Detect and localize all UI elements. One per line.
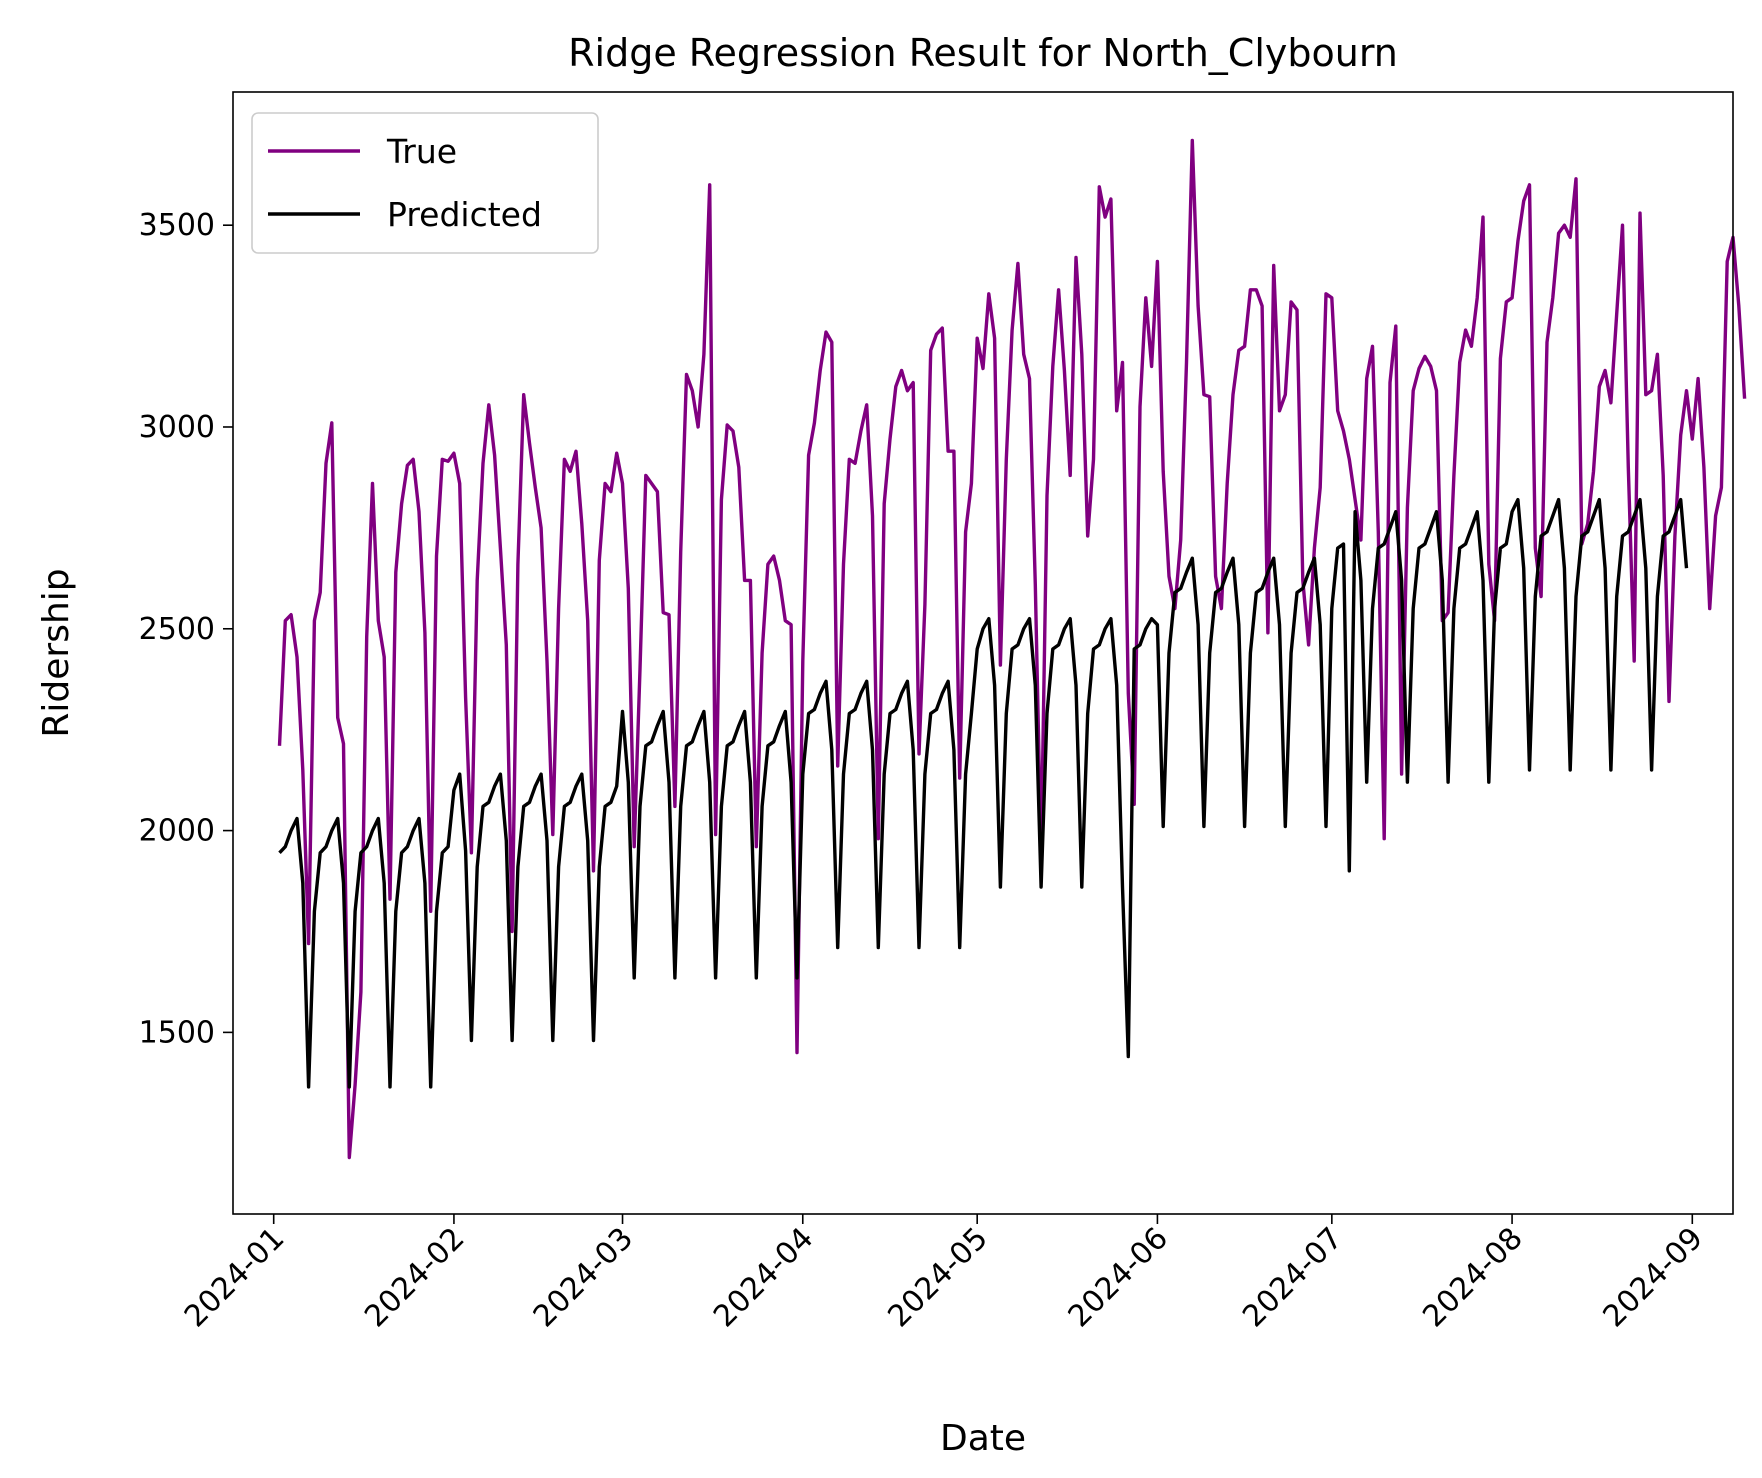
legend-label-predicted: Predicted <box>387 195 542 234</box>
plot-frame <box>232 91 1734 1215</box>
legend-label-true: True <box>386 132 457 171</box>
legend-box <box>251 112 599 254</box>
chart-title: Ridge Regression Result for North_Clybou… <box>568 31 1398 75</box>
x-axis-label: Date <box>940 1418 1026 1459</box>
y-tick-label: 1500 <box>139 1015 215 1050</box>
y-tick-label: 2500 <box>139 612 215 647</box>
y-axis-label: Ridership <box>36 568 77 737</box>
y-tick-label: 2000 <box>139 814 215 849</box>
y-tick-label: 3000 <box>139 410 215 445</box>
y-axis: 1500 2000 2500 3000 3500 <box>139 208 233 1050</box>
series-layer <box>277 138 1747 1160</box>
series-line-predicted <box>278 497 1689 1089</box>
legend: True Predicted <box>251 112 599 254</box>
y-tick-label: 3500 <box>139 208 215 243</box>
plot-area <box>232 91 1747 1215</box>
series-line-true <box>277 138 1747 1160</box>
